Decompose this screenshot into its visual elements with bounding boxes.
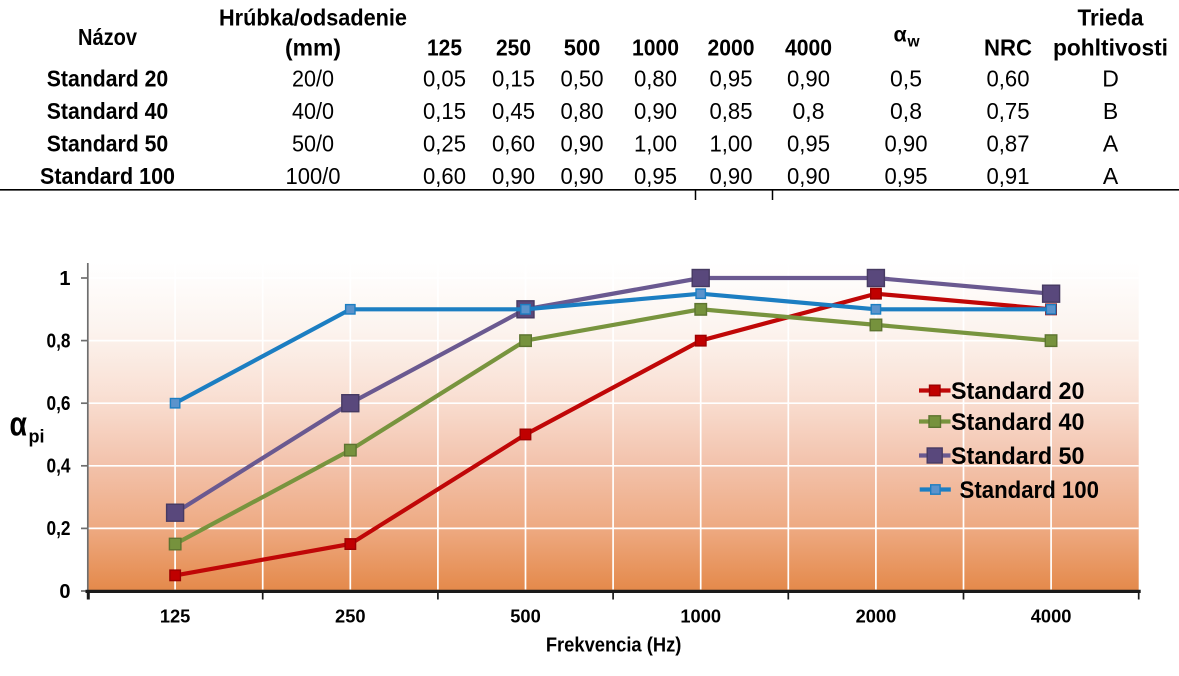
svg-text:1000: 1000 bbox=[632, 35, 679, 61]
svg-text:0,8: 0,8 bbox=[47, 330, 71, 352]
svg-text:α: α bbox=[10, 406, 28, 444]
svg-text:0,90: 0,90 bbox=[492, 163, 535, 189]
svg-text:0,75: 0,75 bbox=[987, 98, 1030, 124]
svg-text:2000: 2000 bbox=[708, 35, 755, 61]
svg-text:0,15: 0,15 bbox=[492, 66, 535, 92]
svg-text:1,00: 1,00 bbox=[710, 131, 753, 157]
svg-text:Standard 40: Standard 40 bbox=[47, 98, 169, 124]
svg-text:A: A bbox=[1103, 131, 1119, 157]
svg-text:0,60: 0,60 bbox=[423, 163, 466, 189]
svg-text:1,00: 1,00 bbox=[634, 131, 677, 157]
svg-text:0,90: 0,90 bbox=[787, 163, 830, 189]
svg-text:0,80: 0,80 bbox=[561, 98, 604, 124]
svg-text:0: 0 bbox=[59, 581, 70, 603]
svg-text:pi: pi bbox=[29, 427, 45, 447]
svg-text:0,95: 0,95 bbox=[634, 163, 677, 189]
svg-text:0,8: 0,8 bbox=[793, 98, 825, 124]
svg-text:Trieda: Trieda bbox=[1078, 5, 1144, 31]
svg-text:0,45: 0,45 bbox=[492, 98, 535, 124]
svg-text:D: D bbox=[1102, 66, 1119, 92]
svg-text:0,4: 0,4 bbox=[47, 456, 72, 478]
svg-text:0,05: 0,05 bbox=[423, 66, 466, 92]
svg-text:0,95: 0,95 bbox=[710, 66, 753, 92]
svg-text:0,2: 0,2 bbox=[47, 518, 71, 540]
svg-text:4000: 4000 bbox=[1031, 605, 1072, 626]
svg-text:50/0: 50/0 bbox=[292, 131, 334, 157]
svg-text:125: 125 bbox=[427, 35, 462, 61]
svg-text:2000: 2000 bbox=[856, 605, 897, 626]
svg-text:20/0: 20/0 bbox=[292, 66, 334, 92]
svg-text:Standard 20: Standard 20 bbox=[47, 66, 169, 92]
svg-text:0,6: 0,6 bbox=[47, 393, 71, 415]
svg-text:0,8: 0,8 bbox=[890, 98, 922, 124]
svg-text:0,50: 0,50 bbox=[561, 66, 604, 92]
svg-text:0,25: 0,25 bbox=[423, 131, 466, 157]
svg-text:A: A bbox=[1103, 163, 1119, 189]
svg-text:Standard 100: Standard 100 bbox=[40, 163, 175, 189]
svg-text:0,90: 0,90 bbox=[561, 163, 604, 189]
svg-text:w: w bbox=[907, 33, 921, 50]
svg-text:pohltivosti: pohltivosti bbox=[1053, 35, 1168, 61]
svg-text:250: 250 bbox=[496, 35, 531, 61]
svg-text:0,90: 0,90 bbox=[885, 131, 928, 157]
svg-text:0,15: 0,15 bbox=[423, 98, 466, 124]
svg-text:125: 125 bbox=[160, 605, 191, 626]
svg-text:500: 500 bbox=[564, 35, 601, 61]
svg-text:0,80: 0,80 bbox=[634, 66, 677, 92]
svg-text:0,5: 0,5 bbox=[890, 66, 922, 92]
svg-text:0,85: 0,85 bbox=[710, 98, 753, 124]
svg-text:0,60: 0,60 bbox=[492, 131, 535, 157]
svg-text:40/0: 40/0 bbox=[292, 98, 334, 124]
svg-text:Frekvencia (Hz): Frekvencia (Hz) bbox=[546, 635, 682, 657]
svg-text:Názov: Názov bbox=[78, 24, 137, 50]
svg-text:Standard 20: Standard 20 bbox=[951, 378, 1085, 405]
svg-text:1000: 1000 bbox=[680, 605, 721, 626]
svg-text:NRC: NRC bbox=[984, 35, 1032, 61]
svg-text:100/0: 100/0 bbox=[286, 163, 341, 189]
svg-text:Standard 50: Standard 50 bbox=[951, 443, 1085, 470]
svg-text:500: 500 bbox=[510, 605, 541, 626]
svg-text:Hrúbka/odsadenie: Hrúbka/odsadenie bbox=[219, 5, 407, 31]
svg-text:(mm): (mm) bbox=[285, 35, 341, 61]
svg-text:0,90: 0,90 bbox=[710, 163, 753, 189]
svg-text:0,90: 0,90 bbox=[561, 131, 604, 157]
svg-text:0,90: 0,90 bbox=[787, 66, 830, 92]
svg-text:Standard 50: Standard 50 bbox=[47, 131, 169, 157]
svg-text:0,95: 0,95 bbox=[787, 131, 830, 157]
svg-text:1: 1 bbox=[59, 268, 70, 290]
svg-text:0,91: 0,91 bbox=[987, 163, 1030, 189]
svg-text:Standard 40: Standard 40 bbox=[951, 409, 1085, 436]
svg-text:0,87: 0,87 bbox=[987, 131, 1030, 157]
svg-text:0,95: 0,95 bbox=[885, 163, 928, 189]
svg-text:0,90: 0,90 bbox=[634, 98, 677, 124]
svg-text:4000: 4000 bbox=[785, 35, 832, 61]
svg-text:Standard 100: Standard 100 bbox=[960, 477, 1100, 504]
svg-text:0,60: 0,60 bbox=[987, 66, 1030, 92]
svg-text:B: B bbox=[1103, 98, 1118, 124]
svg-text:250: 250 bbox=[335, 605, 366, 626]
svg-text:α: α bbox=[894, 23, 907, 47]
